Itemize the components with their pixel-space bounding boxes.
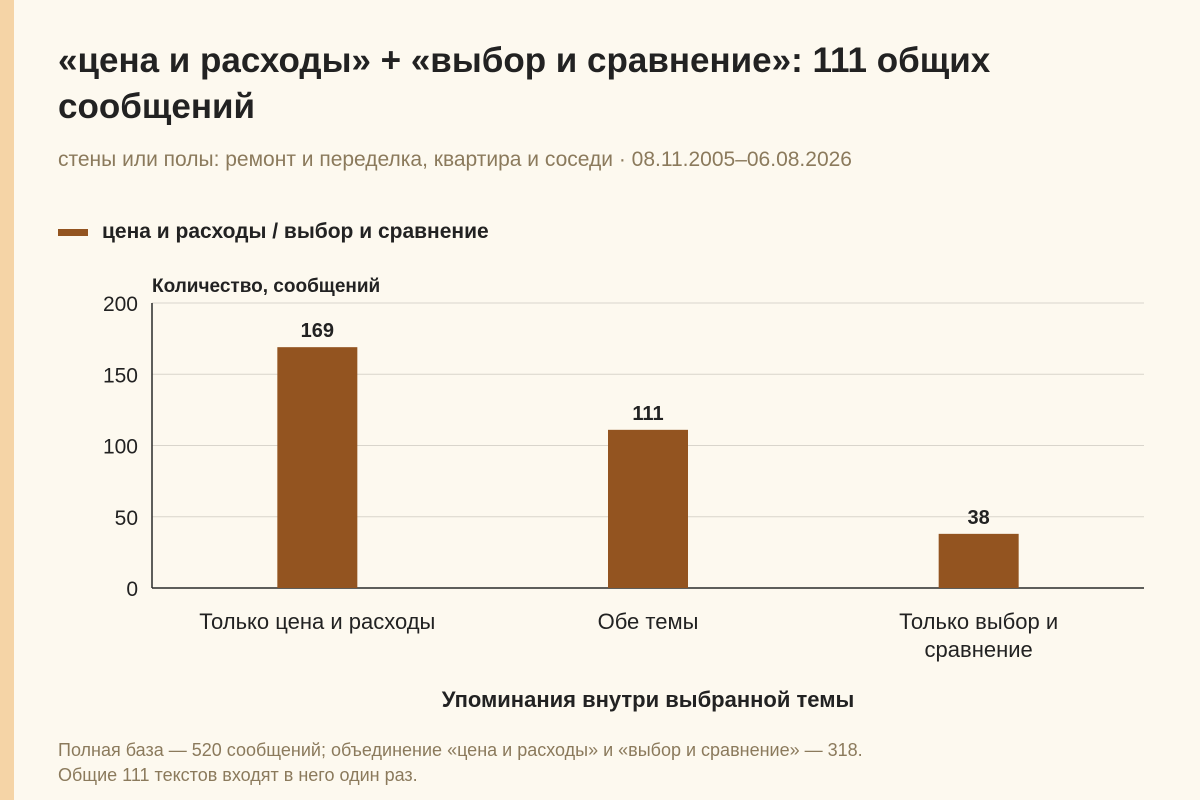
- chart-title: «цена и расходы» + «выбор и сравнение»: …: [58, 41, 991, 126]
- bar-1: [277, 347, 358, 588]
- legend-swatch: [58, 228, 88, 236]
- y-tick-label: 200: [103, 293, 138, 316]
- x-axis-title: Упоминания внутри выбранной темы: [442, 687, 855, 712]
- footnote: Полная база — 520 сообщений; объединение…: [58, 738, 1158, 788]
- x-tick-label-3: Только выбор и сравнение: [899, 609, 1058, 662]
- data-label-1: 169: [301, 320, 334, 342]
- legend-label: цена и расходы / выбор и сравнение: [102, 220, 489, 243]
- bar-2: [608, 429, 688, 588]
- x-tick-label-line: сравнение: [925, 637, 1033, 662]
- bar-3: [938, 533, 1019, 588]
- y-tick-label: 50: [115, 507, 138, 530]
- y-tick-label: 100: [103, 436, 138, 459]
- x-tick-label-2: Обе темы: [598, 609, 699, 634]
- data-label-2: 111: [632, 403, 663, 425]
- x-tick-label-line: Только выбор и: [899, 609, 1058, 634]
- data-label-3: 38: [968, 507, 990, 529]
- y-tick-label: 0: [126, 578, 138, 601]
- x-tick-label-line: Только цена и расходы: [199, 609, 435, 634]
- legend: цена и расходы / выбор и сравнение: [58, 218, 489, 246]
- y-tick-label: 150: [103, 364, 138, 387]
- chart-subtitle: стены или полы: ремонт и переделка, квар…: [58, 148, 852, 171]
- footnote-line-1: Полная база — 520 сообщений; объединение…: [58, 740, 863, 760]
- x-tick-label-line: Обе темы: [598, 609, 699, 634]
- x-tick-label-1: Только цена и расходы: [199, 609, 435, 634]
- y-axis-title: Количество, сообщений: [152, 276, 380, 297]
- bar-chart: 0 50 100 150 200 Количество, сообщений 169 Толь…: [103, 276, 1144, 712]
- accent-strip: [0, 0, 14, 800]
- footnote-line-2: Общие 111 текстов входят в него один раз…: [58, 765, 418, 785]
